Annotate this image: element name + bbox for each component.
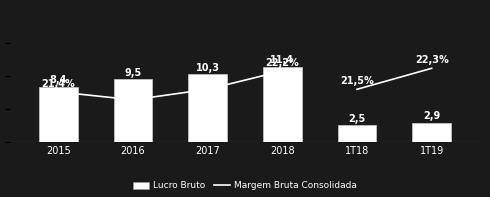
Text: 21,4%: 21,4% [42, 79, 75, 89]
Text: 2,9: 2,9 [423, 111, 441, 121]
Bar [39, 87, 78, 142]
Text: 21,5%: 21,5% [191, 76, 224, 86]
Bar [188, 74, 227, 142]
Legend: Lucro Bruto, Margem Bruta Consolidada: Lucro Bruto, Margem Bruta Consolidada [129, 178, 361, 194]
Bar [412, 123, 451, 142]
Text: 22,2%: 22,2% [266, 58, 299, 68]
Bar [114, 79, 152, 142]
Text: 8,4: 8,4 [49, 75, 67, 85]
Text: 22,3%: 22,3% [415, 55, 448, 65]
Bar [263, 67, 302, 142]
Text: 21,5%: 21,5% [340, 76, 374, 86]
Text: 10,3: 10,3 [196, 63, 220, 72]
Text: 21,1%: 21,1% [116, 103, 150, 113]
Text: 11,4: 11,4 [270, 55, 294, 65]
Bar [338, 125, 376, 142]
Text: 2,5: 2,5 [348, 114, 366, 124]
Text: 9,5: 9,5 [124, 68, 142, 78]
